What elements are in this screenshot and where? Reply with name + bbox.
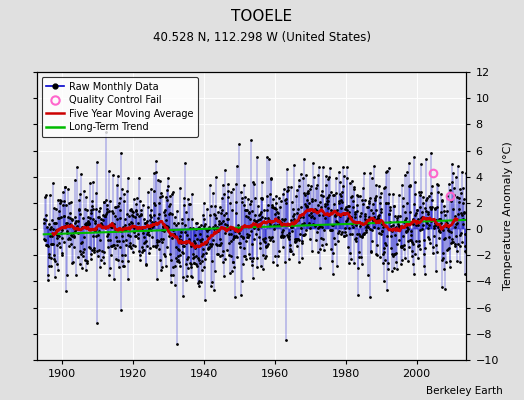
Text: 40.528 N, 112.298 W (United States): 40.528 N, 112.298 W (United States): [153, 31, 371, 44]
Text: Berkeley Earth: Berkeley Earth: [427, 386, 503, 396]
Text: TOOELE: TOOELE: [232, 9, 292, 24]
Legend: Raw Monthly Data, Quality Control Fail, Five Year Moving Average, Long-Term Tren: Raw Monthly Data, Quality Control Fail, …: [41, 77, 198, 137]
Y-axis label: Temperature Anomaly (°C): Temperature Anomaly (°C): [503, 142, 513, 290]
